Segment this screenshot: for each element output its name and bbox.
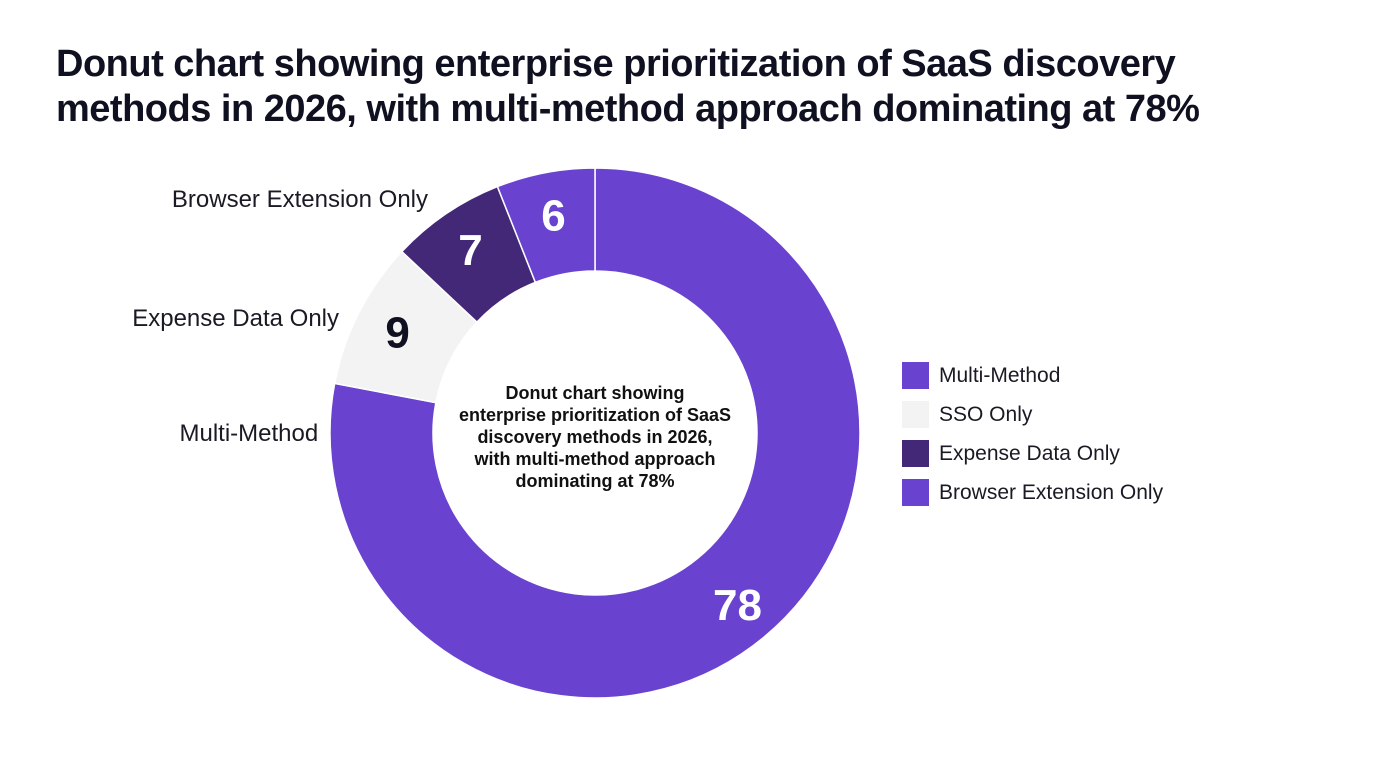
- legend-item-browser-extension-only[interactable]: Browser Extension Only: [902, 473, 1163, 512]
- legend-label: SSO Only: [939, 402, 1033, 426]
- center-text-line-2: enterprise prioritization of SaaS: [459, 405, 731, 425]
- legend-item-multi-method[interactable]: Multi-Method: [902, 356, 1163, 395]
- donut-center-text: Donut chart showing enterprise prioritiz…: [459, 383, 731, 491]
- center-text-line-4: with multi-method approach: [474, 449, 716, 469]
- legend-swatch: [902, 401, 929, 428]
- center-text-line-3: discovery methods in 2026,: [477, 427, 712, 447]
- donut-slice-multi-method[interactable]: [329, 167, 861, 699]
- slice-value-label-multi-method: 78: [713, 581, 762, 630]
- legend-label: Expense Data Only: [939, 441, 1120, 465]
- slice-value-label-browser-extension-only: 6: [541, 191, 565, 240]
- legend-swatch: [902, 362, 929, 389]
- outer-label-browser-extension-only: Browser Extension Only: [172, 186, 428, 213]
- center-text-line-1: Donut chart showing: [506, 383, 685, 403]
- outer-label-multi-method: Multi-Method: [179, 420, 318, 447]
- donut-slice-labels: 78 97 6: [385, 191, 762, 630]
- chart-title: Donut chart showing enterprise prioritiz…: [56, 42, 1336, 132]
- donut-slices: [329, 167, 861, 699]
- chart-legend: Multi-Method SSO Only Expense Data Only …: [902, 356, 1163, 512]
- chart-title-line-1: Donut chart showing enterprise prioritiz…: [56, 43, 1176, 85]
- slice-value-label-expense-data-only: 7: [458, 226, 482, 275]
- donut-slice-browser-extension-only[interactable]: [496, 167, 596, 284]
- legend-item-sso-only[interactable]: SSO Only: [902, 395, 1163, 434]
- chart-title-line-2: methods in 2026, with multi-method appro…: [56, 88, 1200, 130]
- legend-label: Multi-Method: [939, 363, 1061, 387]
- legend-swatch: [902, 440, 929, 467]
- center-text-line-5: dominating at 78%: [515, 471, 674, 491]
- legend-swatch: [902, 479, 929, 506]
- donut-outer-labels: Multi-Method Expense Data Only Browser Ext…: [132, 186, 428, 447]
- legend-item-expense-data-only[interactable]: Expense Data Only: [902, 434, 1163, 473]
- outer-label-expense-data-only: Expense Data Only: [132, 305, 339, 332]
- slice-value-label-sso-only: 9: [385, 308, 409, 357]
- legend-label: Browser Extension Only: [939, 480, 1164, 504]
